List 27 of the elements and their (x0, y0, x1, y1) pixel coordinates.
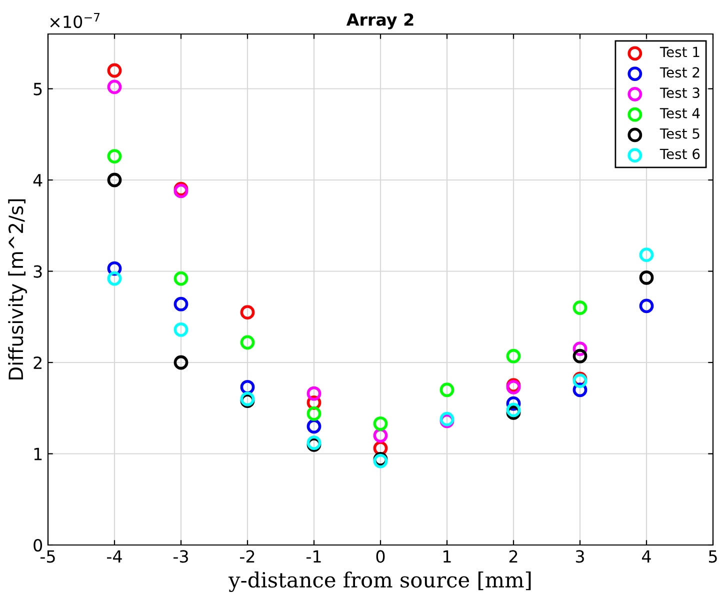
x-tick-label: 0 (376, 550, 385, 563)
x-tick-label: -3 (174, 550, 188, 563)
x-tick-label: -5 (40, 550, 55, 563)
y-tick-label: 3 (34, 265, 42, 278)
x-tick-label: -1 (306, 550, 321, 563)
x-tick-label: 3 (576, 550, 584, 563)
y-tick-label: 5 (34, 82, 42, 96)
x-tick-label: 4 (642, 550, 651, 563)
x-tick-label: -4 (107, 550, 122, 563)
x-tick-label: 5 (708, 550, 717, 563)
legend-label: Test 4 (660, 108, 700, 118)
legend-label: Test 6 (660, 148, 700, 160)
x-tick-label: 1 (444, 550, 451, 563)
legend-label: Test 2 (660, 67, 700, 78)
y-tick-label: 2 (34, 356, 42, 369)
y-tick-label: 0 (34, 538, 42, 552)
legend-label: Test 5 (660, 128, 700, 139)
y-tick-label: 1 (34, 448, 42, 460)
x-tick-label: 2 (509, 550, 518, 563)
legend-label: Test 3 (660, 88, 700, 98)
legend-label: Test 1 (660, 46, 700, 58)
x-tick-label: -2 (240, 550, 254, 563)
x-axis-title: y-distance from source [mm] (228, 572, 531, 592)
y-tick-label: 4 (33, 174, 42, 186)
text: ×10$^{−7}$ (50, 12, 100, 28)
chart-title: Array 2 (346, 13, 414, 30)
y-axis-title: Diffusivity [m^2/s] (8, 199, 27, 380)
